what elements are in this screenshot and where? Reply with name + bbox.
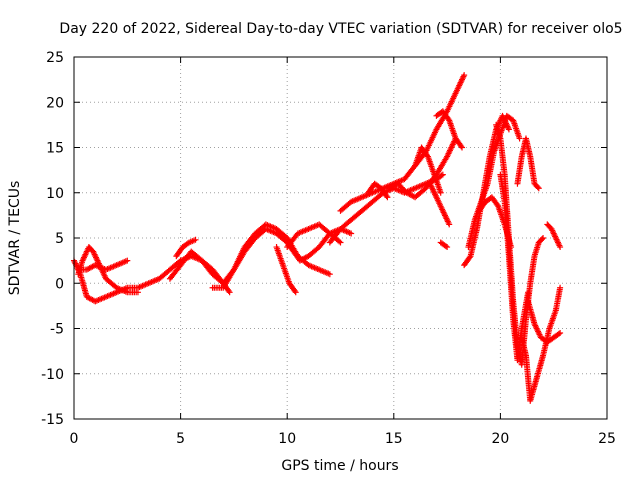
x-tick-label: 0 [70, 431, 79, 447]
data-point-marker [466, 254, 473, 261]
y-tick-label: 15 [46, 141, 64, 157]
data-point-marker [458, 143, 465, 150]
series-track-p [437, 239, 451, 251]
series-track-f [209, 221, 333, 291]
series-track-m [412, 144, 444, 196]
series-track-y [544, 221, 564, 251]
series-track-l [386, 135, 459, 201]
y-tick-label: 0 [55, 276, 64, 292]
y-tick-label: -5 [50, 322, 64, 338]
data-point-marker [337, 239, 344, 246]
data-point-marker [225, 288, 232, 295]
data-point-marker [326, 271, 333, 278]
data-point-marker [538, 236, 545, 243]
data-point-marker [192, 236, 199, 243]
plot-frame [73, 56, 608, 420]
data-point-marker [124, 257, 131, 264]
y-tick-label: 25 [46, 50, 64, 66]
series-track-c [75, 244, 141, 296]
x-tick-label: 25 [598, 431, 616, 447]
x-tick-label: 20 [491, 431, 509, 447]
data-point-marker [437, 189, 444, 196]
data-point-marker [459, 144, 466, 151]
y-tick-label: 5 [55, 231, 64, 247]
data-point-marker [555, 330, 562, 337]
data-point-marker [505, 126, 512, 133]
data-point-marker [292, 289, 299, 296]
series-track-o [427, 180, 453, 228]
series-track-u [497, 171, 532, 364]
data-point-marker [461, 72, 468, 79]
data-point-marker [525, 289, 532, 296]
data-point-marker [336, 238, 343, 245]
data-point-marker [557, 284, 564, 291]
series-track-e [173, 236, 199, 260]
data-point-marker [438, 172, 445, 179]
data-point-marker [444, 244, 451, 251]
data-point-marker [348, 230, 355, 237]
data-point-marker [384, 194, 391, 201]
data-point-marker [446, 221, 453, 228]
y-tick-label: 20 [46, 95, 64, 111]
data-point-marker [226, 289, 233, 296]
x-axis-label: GPS time / hours [281, 458, 398, 474]
series-track-x [525, 298, 564, 346]
data-point-marker [516, 135, 523, 142]
series-track-k [365, 180, 391, 201]
data-point-marker [291, 288, 298, 295]
data-point-marker [557, 244, 564, 251]
axes: 0 5 10 15 20 25 -15 -10 -5 0 5 10 15 20 25 [41, 50, 616, 447]
data-point-marker [535, 185, 542, 192]
y-axis-label: SDTVAR / TECUs [7, 181, 23, 296]
data-point-marker [134, 289, 141, 296]
data-points [71, 72, 564, 404]
series-track-r [465, 112, 523, 251]
series-track-g [273, 244, 299, 296]
x-tick-label: 10 [278, 431, 296, 447]
data-point-marker [540, 235, 547, 241]
data-point-marker [534, 184, 541, 191]
y-tick-label: -10 [41, 367, 64, 383]
chart-title: Day 220 of 2022, Sidereal Day-to-day VTE… [59, 21, 622, 37]
y-tick-label: -15 [41, 412, 64, 428]
x-tick-label: 5 [176, 431, 185, 447]
series-track-n [433, 108, 466, 151]
series-track-w [518, 284, 564, 404]
y-tick-label: 10 [46, 186, 64, 202]
data-point-marker [442, 243, 449, 250]
data-point-marker [383, 192, 390, 199]
data-point-marker [557, 330, 564, 337]
data-point-marker [439, 171, 446, 178]
series-track-v [514, 135, 542, 192]
x-tick-label: 15 [385, 431, 403, 447]
